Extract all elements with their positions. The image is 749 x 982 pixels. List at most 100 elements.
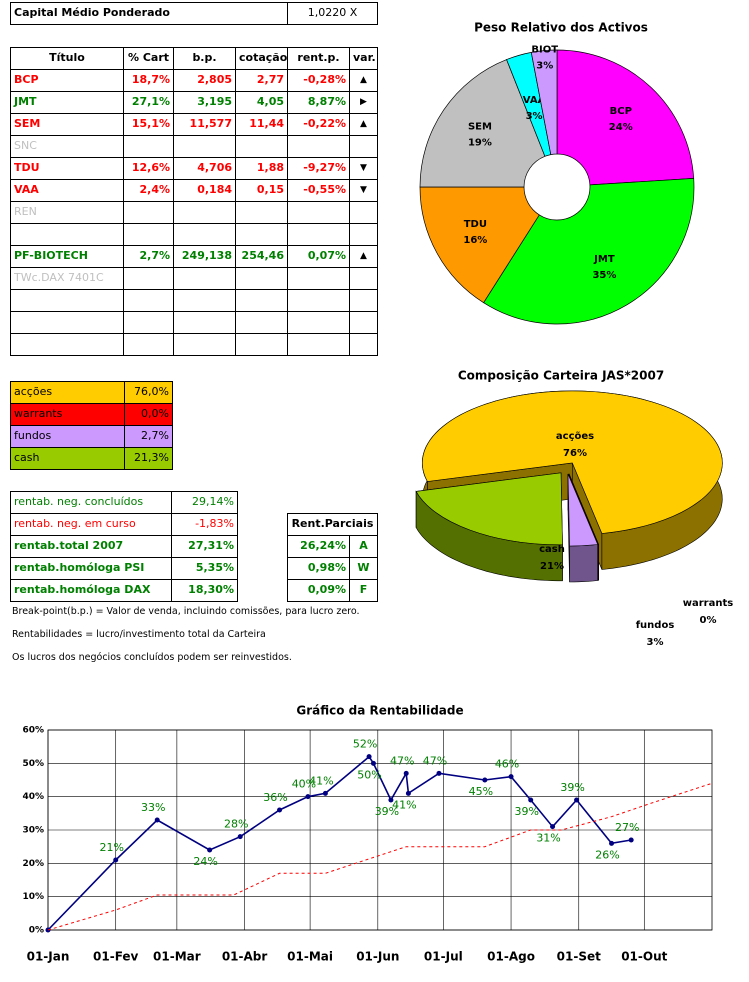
allocation-value: 0,0% bbox=[124, 403, 173, 426]
data-label: 39% bbox=[375, 805, 399, 818]
x-tick-label: 01-Fev bbox=[93, 950, 139, 964]
slice-label: BCP bbox=[610, 106, 632, 117]
y-tick-label: 60% bbox=[22, 726, 44, 736]
data-label: 52% bbox=[353, 738, 377, 751]
slice-label: VAA bbox=[523, 95, 546, 106]
asset-cell: ▲ bbox=[349, 69, 378, 92]
slice-value: 0% bbox=[700, 615, 717, 626]
data-label: 36% bbox=[263, 791, 287, 804]
asset-name bbox=[10, 223, 124, 246]
pie-slice bbox=[483, 178, 695, 325]
return-value: 29,14% bbox=[171, 491, 238, 514]
asset-cell bbox=[349, 333, 378, 356]
pie-slice bbox=[419, 59, 546, 188]
pie-slice bbox=[422, 390, 723, 534]
y-tick-label: 20% bbox=[22, 859, 44, 869]
point bbox=[628, 837, 634, 843]
asset-cell bbox=[173, 333, 236, 356]
return-label: rentab.homóloga DAX bbox=[10, 579, 172, 602]
point bbox=[550, 824, 556, 830]
asset-cell bbox=[235, 289, 288, 312]
chart-title: Composição Carteira JAS*2007 bbox=[458, 369, 664, 383]
partial-value: 0,98% bbox=[287, 557, 350, 580]
data-label: 27% bbox=[615, 821, 639, 834]
partial-title: Rent.Parciais bbox=[287, 513, 378, 536]
asset-cell bbox=[349, 267, 378, 290]
asset-cell bbox=[173, 311, 236, 334]
data-label: 24% bbox=[193, 855, 217, 868]
return-value: -1,83% bbox=[171, 513, 238, 536]
column-header: % Cart bbox=[123, 47, 174, 70]
slice-label: SEM bbox=[468, 122, 492, 133]
asset-cell bbox=[173, 201, 236, 224]
y-tick-label: 0% bbox=[29, 926, 44, 936]
point bbox=[574, 797, 580, 803]
slice-value: 3% bbox=[526, 111, 543, 122]
pie-slice bbox=[556, 49, 695, 186]
asset-cell bbox=[173, 135, 236, 158]
asset-cell bbox=[123, 201, 174, 224]
asset-cell: -9,27% bbox=[287, 157, 350, 180]
asset-cell: ▶ bbox=[349, 91, 378, 114]
return-label: rentab.total 2007 bbox=[10, 535, 172, 558]
asset-cell bbox=[123, 267, 174, 290]
column-header: cotação bbox=[235, 47, 288, 70]
asset-cell bbox=[235, 201, 288, 224]
asset-name: SEM bbox=[10, 113, 124, 136]
pie-slice bbox=[419, 186, 540, 304]
asset-cell: 4,05 bbox=[235, 91, 288, 114]
line bbox=[47, 782, 713, 931]
asset-cell bbox=[123, 223, 174, 246]
point bbox=[370, 760, 376, 766]
data-label: 39% bbox=[560, 781, 584, 794]
asset-cell bbox=[349, 135, 378, 158]
data-label: 39% bbox=[514, 805, 538, 818]
data-label: 31% bbox=[536, 832, 560, 845]
asset-cell bbox=[349, 201, 378, 224]
x-tick-label: 01-Abr bbox=[222, 950, 268, 964]
return-value: 27,31% bbox=[171, 535, 238, 558]
data-label: 28% bbox=[224, 818, 248, 831]
asset-cell: -0,28% bbox=[287, 69, 350, 92]
partial-code: A bbox=[349, 535, 378, 558]
point bbox=[277, 807, 283, 813]
asset-name bbox=[10, 311, 124, 334]
data-label: 45% bbox=[469, 785, 493, 798]
asset-name: JMT bbox=[10, 91, 124, 114]
x-tick-label: 01-Jun bbox=[356, 950, 399, 964]
asset-cell bbox=[173, 289, 236, 312]
data-label: 26% bbox=[595, 848, 619, 861]
return-label: rentab. neg. concluídos bbox=[10, 491, 172, 514]
asset-cell: 11,44 bbox=[235, 113, 288, 136]
asset-cell bbox=[235, 267, 288, 290]
asset-cell: 2,805 bbox=[173, 69, 236, 92]
data-label: 33% bbox=[141, 801, 165, 814]
allocation-value: 21,3% bbox=[124, 447, 173, 470]
asset-cell: 4,706 bbox=[173, 157, 236, 180]
data-label: 47% bbox=[390, 754, 414, 767]
plot-frame bbox=[47, 729, 713, 931]
asset-cell: ▼ bbox=[349, 179, 378, 202]
asset-name bbox=[10, 289, 124, 312]
return-value: 18,30% bbox=[171, 579, 238, 602]
slice-label: cash bbox=[539, 544, 565, 555]
asset-cell: 8,87% bbox=[287, 91, 350, 114]
asset-cell: 0,184 bbox=[173, 179, 236, 202]
asset-cell: 254,46 bbox=[235, 245, 288, 268]
asset-cell: 0,15 bbox=[235, 179, 288, 202]
chart-title: Gráfico da Rentabilidade bbox=[296, 704, 463, 718]
allocation-label: fundos bbox=[10, 425, 125, 448]
pie-slice bbox=[415, 472, 563, 546]
asset-cell: 15,1% bbox=[123, 113, 174, 136]
asset-cell bbox=[123, 311, 174, 334]
slice-value: 3% bbox=[536, 60, 553, 71]
asset-cell bbox=[349, 289, 378, 312]
asset-cell: ▼ bbox=[349, 157, 378, 180]
point bbox=[436, 770, 442, 776]
asset-name: TWc.DAX 7401C bbox=[10, 267, 124, 290]
partial-code: W bbox=[349, 557, 378, 580]
asset-cell: 11,577 bbox=[173, 113, 236, 136]
partial-value: 0,09% bbox=[287, 579, 350, 602]
header-value: 1,0220 X bbox=[287, 2, 378, 25]
